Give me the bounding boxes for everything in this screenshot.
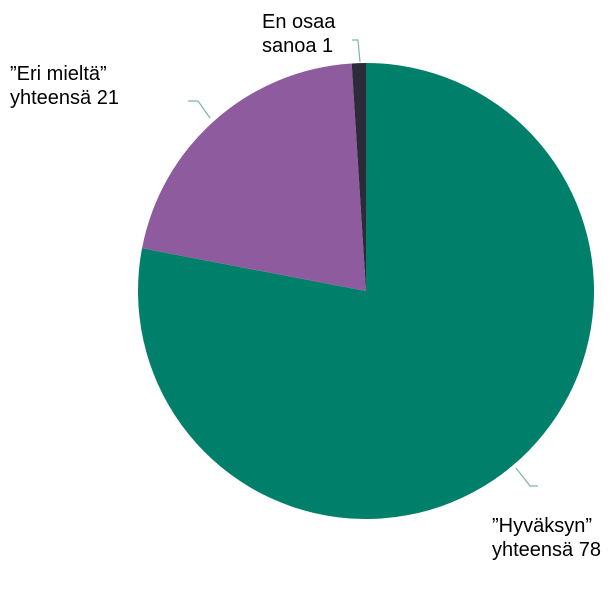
leader-line — [352, 39, 361, 63]
slice-label: ”Eri mieltä” yhteensä 21 — [10, 63, 119, 109]
pie-slice — [351, 63, 366, 291]
slice-label: En osaa sanoa 1 — [262, 11, 336, 57]
pie-slice — [142, 63, 366, 291]
leader-line — [515, 467, 538, 487]
slice-label: ”Hyväksyn” yhteensä 78 — [492, 515, 601, 561]
leader-line — [188, 100, 211, 119]
